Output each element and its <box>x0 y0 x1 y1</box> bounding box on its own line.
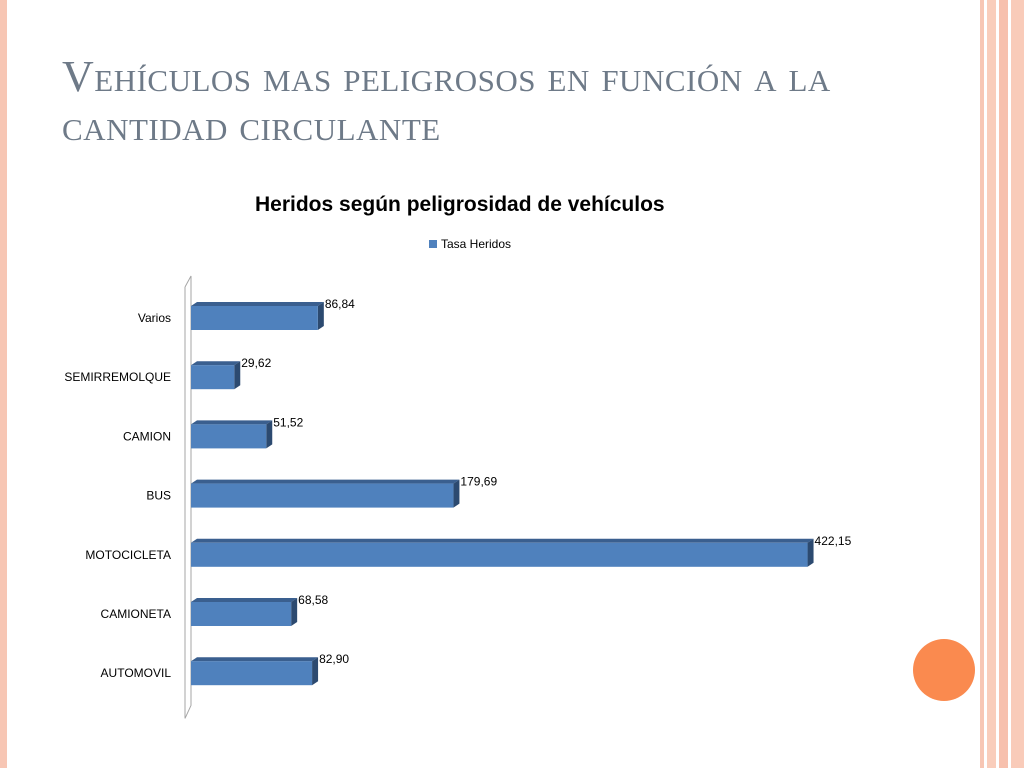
legend-label: Tasa Heridos <box>441 237 512 251</box>
chart-axis <box>184 275 192 719</box>
bar-side-camion <box>266 420 273 449</box>
value-label-automovil: 82,90 <box>319 652 349 666</box>
chart-labels: AUTOMOVIL 82,90 CAMIONETA 68,58 MOTOCICLETA 4… <box>64 297 851 680</box>
right-decorative-band <box>978 0 1024 768</box>
bar-top-camioneta <box>191 598 298 602</box>
bar-top-varios <box>191 302 324 306</box>
value-label-camion: 51,52 <box>273 415 303 429</box>
legend-swatch <box>429 240 437 248</box>
value-label-motocicleta: 422,15 <box>815 534 852 548</box>
value-label-semirremolque: 29,62 <box>241 356 271 370</box>
bar-camion <box>191 424 267 449</box>
category-label-camion: CAMION <box>123 429 171 443</box>
bar-top-motocicleta <box>191 538 814 543</box>
slide-title: Vehículos mas peligrosos en función a la… <box>62 52 831 150</box>
bar-automovil <box>191 661 313 686</box>
category-label-camioneta: CAMIONETA <box>101 607 171 621</box>
bar-top-semirremolque <box>191 361 241 366</box>
right-stripe-4 <box>1011 0 1024 768</box>
bar-top-automovil <box>191 657 319 662</box>
bar-varios <box>191 306 318 330</box>
category-label-semirremolque: SEMIRREMOLQUE <box>64 370 171 384</box>
category-label-bus: BUS <box>146 489 171 503</box>
value-label-bus: 179,69 <box>460 475 497 489</box>
bar-side-bus <box>453 479 460 508</box>
bar-side-semirremolque <box>234 361 241 390</box>
bar-top-bus <box>191 479 460 484</box>
bar-side-varios <box>317 302 324 330</box>
bar-motocicleta <box>191 542 808 567</box>
right-stripe-3 <box>999 0 1008 768</box>
bar-side-automovil <box>312 657 319 686</box>
bar-semirremolque <box>191 365 235 390</box>
bar-side-camioneta <box>291 598 298 626</box>
right-stripe-1 <box>980 0 984 768</box>
value-label-varios: 86,84 <box>325 297 355 311</box>
right-stripe-2 <box>987 0 996 768</box>
axis-wall <box>184 275 192 719</box>
bar-top-camion <box>191 420 273 425</box>
category-label-motocicleta: MOTOCICLETA <box>85 548 171 562</box>
left-decorative-stripe <box>0 0 7 768</box>
chart-title-text: Heridos según peligrosidad de vehículos <box>255 193 665 216</box>
category-label-varios: Varios <box>138 311 171 325</box>
category-label-automovil: AUTOMOVIL <box>101 666 172 680</box>
chart-bars <box>191 302 814 686</box>
value-label-camioneta: 68,58 <box>298 593 328 607</box>
orange-circle-decoration <box>913 639 975 701</box>
chart-legend: Tasa Heridos <box>429 237 511 251</box>
bar-camioneta <box>191 602 292 626</box>
bar-side-motocicleta <box>807 538 814 567</box>
chart-title: Heridos según peligrosidad de vehículos <box>255 193 665 217</box>
bar-bus <box>191 483 454 508</box>
